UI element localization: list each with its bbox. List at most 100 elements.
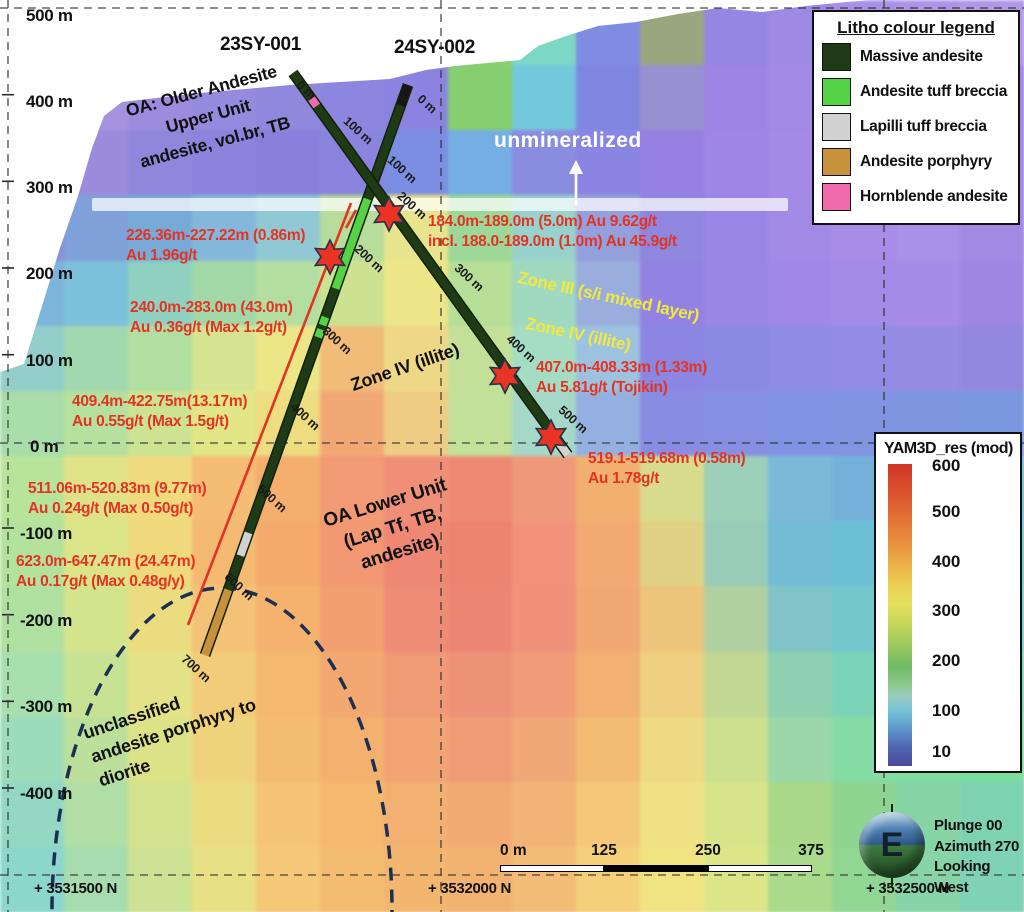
heatmap-cell (192, 130, 257, 197)
heatmap-cell (512, 260, 577, 327)
heatmap-cell (256, 521, 321, 588)
heatmap-cell (192, 390, 257, 458)
heatmap-cell (320, 781, 385, 848)
colorbar-tick: 500 (932, 502, 961, 521)
scale-bar-label: 375 (798, 842, 824, 859)
heatmap-cell (448, 521, 513, 588)
heatmap-cell (576, 130, 641, 197)
intrusive-boundary-dashed (50, 586, 394, 912)
assay-annotation: 240.0m-283.0m (43.0m) Au 0.36g/t (Max 1.… (130, 299, 293, 337)
heatmap-cell (128, 260, 193, 327)
heatmap-cell (128, 651, 193, 718)
heatmap-cell (192, 651, 257, 718)
heatmap-cell (704, 390, 769, 458)
heatmap-cell (320, 390, 385, 458)
heatmap-cell (0, 716, 65, 783)
globe-icon (859, 812, 925, 878)
heatmap-cell (640, 456, 705, 523)
heatmap-cell (448, 130, 513, 197)
heatmap-cell (640, 260, 705, 327)
assay-annotation: 623.0m-647.47m (24.47m) Au 0.17g/t (Max … (16, 553, 196, 591)
heatmap-cell (768, 651, 833, 718)
heatmap-cell (0, 781, 65, 848)
unmineralized-band (92, 198, 788, 211)
view-info: Plunge 00 Azimuth 270 Looking West (934, 816, 1022, 899)
heatmap-cell (512, 65, 577, 132)
litho-label: Andesite tuff breccia (860, 82, 1008, 100)
scale-bar-segment (604, 865, 708, 872)
heatmap-cell (128, 716, 193, 783)
heatmap-cell (960, 325, 1024, 392)
heatmap-cell (448, 651, 513, 718)
assay-annotation: 407.0m-408.33m (1.33m) Au 5.81g/t (Tojik… (536, 359, 707, 397)
litho-legend-item: Massive andesite (822, 40, 1018, 73)
assay-stars (313, 195, 568, 456)
litho-swatch (822, 42, 851, 71)
elev-label: -200 m (20, 611, 73, 630)
scale-bar-segment (500, 865, 604, 872)
heatmap-cell (448, 846, 513, 912)
elev-label: -300 m (20, 697, 73, 716)
globe-pin-bottom (891, 878, 893, 886)
heatmap-cell (0, 651, 65, 718)
colorbar-tick: 200 (932, 651, 961, 670)
heatmap-cell (512, 781, 577, 848)
heatmap-cell (192, 716, 257, 783)
heatmap-cell (384, 130, 449, 197)
litho-legend-item: Andesite porphyry (822, 145, 1018, 178)
scale-bar-segment (708, 865, 812, 872)
colorbar-tick: 100 (932, 701, 961, 720)
heatmap-cell (704, 586, 769, 653)
heatmap-cell (64, 651, 129, 718)
colorbar-tick: 600 (932, 456, 961, 475)
litho-legend-item: Lapilli tuff breccia (822, 110, 1018, 143)
globe-east-letter: E (880, 825, 904, 864)
heatmap-cell (384, 586, 449, 653)
colorbar-title: YAM3D_res (mod) (884, 440, 1013, 457)
litho-label: Massive andesite (860, 47, 983, 65)
heatmap-cell (512, 130, 577, 197)
litho-swatch (822, 112, 851, 141)
heatmap-cell (768, 325, 833, 392)
heatmap-cell (320, 456, 385, 523)
scale-bar-label: 250 (695, 842, 721, 859)
heatmap-cell (320, 586, 385, 653)
northing-label: + 3531500 N (34, 880, 118, 897)
colorbar-tick: 300 (932, 601, 961, 620)
resistivity-colorbar: YAM3D_res (mod) 600 500 400 300 200 100 10 (874, 432, 1022, 773)
plunge-label: Plunge 00 (934, 817, 1003, 834)
heatmap-cell (640, 130, 705, 197)
heatmap-cell (768, 586, 833, 653)
heatmap-cell (192, 325, 257, 392)
colorbar-tick: 400 (932, 552, 961, 571)
heatmap-cell (256, 846, 321, 912)
heatmap-cell (704, 651, 769, 718)
heatmap-cell (512, 586, 577, 653)
litho-legend-item: Hornblende andesite (822, 180, 1018, 213)
heatmap-cell (448, 781, 513, 848)
heatmap-cell (512, 325, 577, 392)
assay-star-icon (313, 238, 347, 276)
heatmap-cell (640, 390, 705, 458)
elev-label: 100 m (26, 351, 73, 370)
heatmap-cell (0, 521, 65, 588)
heatmap-cell (576, 260, 641, 327)
colorbar-gradient (888, 464, 912, 766)
heatmap-cell (768, 260, 833, 327)
heatmap-cell (64, 325, 129, 392)
heatmap-cell (576, 716, 641, 783)
unmineralized-arrow (569, 160, 583, 205)
heatmap-cell (128, 781, 193, 848)
heatmap-cell (512, 846, 577, 912)
heatmap-cell (768, 390, 833, 458)
heatmap-cell (640, 325, 705, 392)
northing-label: + 3532000 N (428, 880, 512, 897)
heatmap-cell (576, 456, 641, 523)
heatmap-cell (256, 130, 321, 197)
heatmap-cell (320, 325, 385, 392)
heatmap-cell (512, 456, 577, 523)
heatmap-cell (192, 846, 257, 912)
heatmap-cell (640, 65, 705, 132)
